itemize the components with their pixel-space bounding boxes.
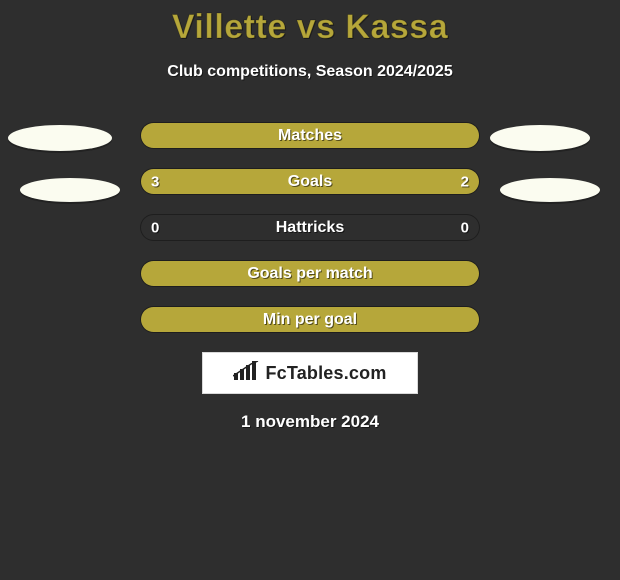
stat-bar: Min per goal [140, 306, 480, 333]
infographic-canvas: Villette vs Kassa Club competitions, Sea… [0, 0, 620, 580]
stat-bar: Matches [140, 122, 480, 149]
bar-label: Matches [278, 127, 342, 145]
logo-text: FcTables.com [265, 363, 386, 384]
stat-row: Goals per match [0, 260, 620, 287]
date-label: 1 november 2024 [0, 412, 620, 432]
bar-label: Hattricks [276, 219, 344, 237]
stat-bar: Goals 3 2 [140, 168, 480, 195]
decorative-ellipse [20, 178, 120, 202]
logo-box: FcTables.com [202, 352, 418, 394]
stat-row: Min per goal [0, 306, 620, 333]
stat-rows: Matches Goals 3 2 Hattricks 0 0 Goals per match… [0, 122, 620, 333]
stat-bar: Goals per match [140, 260, 480, 287]
bar-value-right: 0 [461, 219, 469, 236]
bar-label: Min per goal [263, 311, 357, 329]
decorative-ellipse [490, 125, 590, 151]
stat-row: Hattricks 0 0 [0, 214, 620, 241]
stat-bar: Hattricks 0 0 [140, 214, 480, 241]
bar-fill-right [344, 169, 479, 194]
decorative-ellipse [8, 125, 112, 151]
bar-value-left: 3 [151, 173, 159, 190]
bar-label: Goals per match [247, 265, 372, 283]
subtitle: Club competitions, Season 2024/2025 [0, 63, 620, 81]
bar-value-right: 2 [461, 173, 469, 190]
bar-label: Goals [288, 173, 332, 191]
decorative-ellipse [500, 178, 600, 202]
bar-value-left: 0 [151, 219, 159, 236]
page-title: Villette vs Kassa [0, 0, 620, 47]
bar-chart-icon [233, 361, 259, 386]
